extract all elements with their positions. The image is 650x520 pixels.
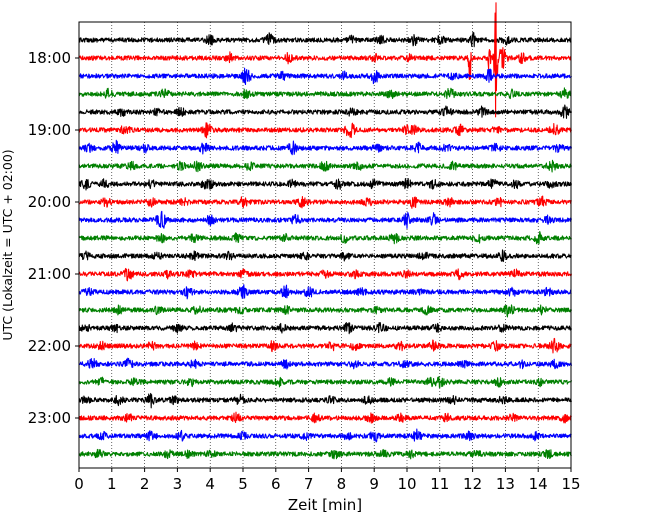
plot-frame xyxy=(78,21,572,469)
x-tick-label: 9 xyxy=(369,475,379,493)
x-tick-label: 7 xyxy=(304,475,314,493)
x-tick-label: 8 xyxy=(337,475,347,493)
trace-1745 xyxy=(78,31,572,48)
x-tick-label: 11 xyxy=(430,475,449,493)
x-tick-label: 12 xyxy=(463,475,482,493)
x-tick-label: 2 xyxy=(140,475,150,493)
trace-2045 xyxy=(78,249,572,263)
trace-2030 xyxy=(78,231,572,245)
x-tick-label: 15 xyxy=(561,475,580,493)
y-tick-label: 22:00 xyxy=(28,337,71,355)
y-tick-label: 21:00 xyxy=(28,265,71,283)
x-tick-label: 14 xyxy=(529,475,548,493)
trace-2330 xyxy=(78,448,572,460)
seismogram-traces xyxy=(78,2,572,460)
trace-1930 xyxy=(78,159,572,173)
x-tick-label: 5 xyxy=(238,475,248,493)
y-tick-label: 23:00 xyxy=(28,409,71,427)
trace-2245 xyxy=(78,392,572,409)
trace-2115 xyxy=(78,284,572,300)
trace-1800 xyxy=(78,2,572,118)
trace-1915 xyxy=(78,139,572,156)
y-tick-label: 19:00 xyxy=(28,121,71,139)
x-axis-ticks: 0 1 2 3 4 5 6 7 8 9 10 11 12 13 14 15 xyxy=(74,468,581,493)
trace-2215 xyxy=(78,357,572,370)
trace-2000 xyxy=(78,195,572,209)
trace-2100 xyxy=(78,267,572,282)
trace-2300 xyxy=(78,411,572,424)
trace-2230 xyxy=(78,376,572,389)
x-tick-label: 4 xyxy=(205,475,215,493)
vertical-grid xyxy=(111,22,539,468)
trace-1845 xyxy=(78,104,572,119)
trace-2200 xyxy=(78,337,572,354)
trace-2145 xyxy=(78,322,572,335)
trace-2015 xyxy=(78,210,572,229)
trace-1945 xyxy=(78,177,572,191)
trace-1830 xyxy=(78,87,572,100)
trace-2130 xyxy=(78,304,572,318)
x-axis-label: Zeit [min] xyxy=(288,496,362,514)
trace-1815 xyxy=(78,67,572,86)
trace-1900 xyxy=(78,122,572,139)
x-tick-label: 1 xyxy=(107,475,117,493)
y-tick-label: 18:00 xyxy=(28,49,71,67)
y-axis-ticks: 18:00 19:00 20:00 21:00 22:00 23:00 xyxy=(28,49,79,427)
y-tick-label: 20:00 xyxy=(28,193,71,211)
x-tick-label: 13 xyxy=(496,475,515,493)
x-tick-label: 3 xyxy=(173,475,183,493)
x-tick-label: 10 xyxy=(397,475,416,493)
trace-2315 xyxy=(78,428,572,443)
y-axis-label: UTC (Lokalzeit = UTC + 02:00) xyxy=(0,149,15,340)
x-tick-label: 6 xyxy=(271,475,281,493)
x-tick-label: 0 xyxy=(74,475,84,493)
